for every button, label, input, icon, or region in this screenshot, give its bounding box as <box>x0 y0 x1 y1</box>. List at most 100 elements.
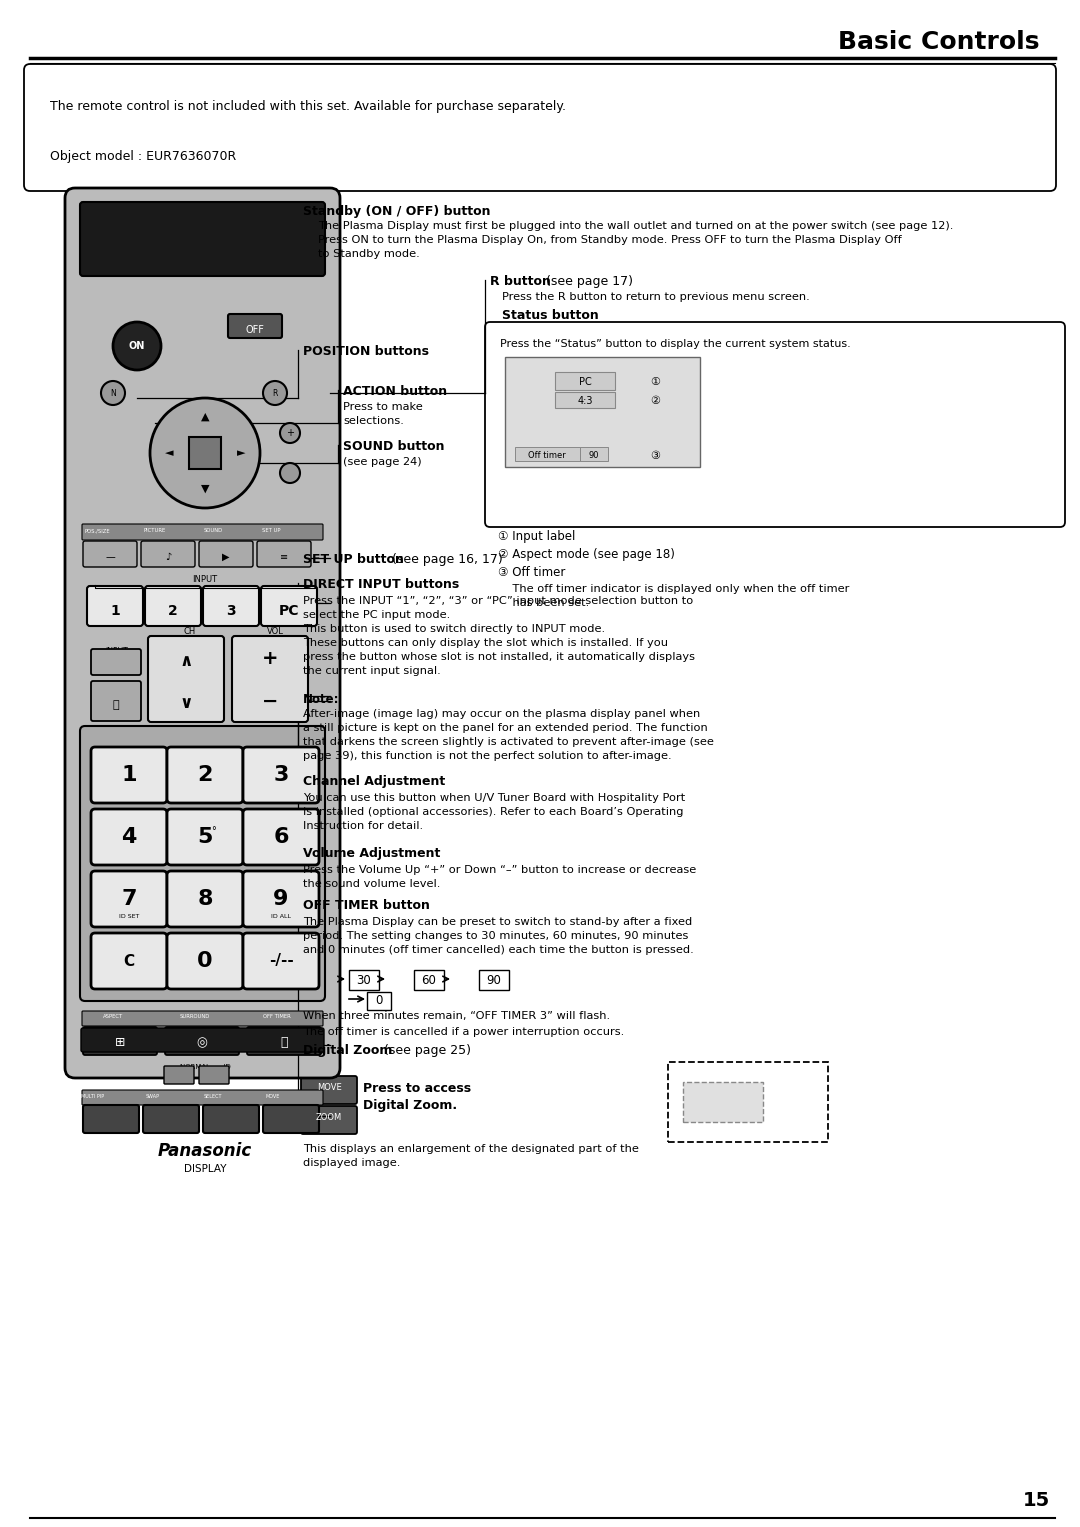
Text: This displays an enlargement of the designated part of the
displayed image.: This displays an enlargement of the desi… <box>303 1144 639 1168</box>
FancyBboxPatch shape <box>515 447 580 461</box>
FancyBboxPatch shape <box>91 681 141 721</box>
Text: The off timer indicator is displayed only when the off timer
    has been set.: The off timer indicator is displayed onl… <box>498 583 849 608</box>
FancyBboxPatch shape <box>669 1061 828 1142</box>
Text: POSITION buttons: POSITION buttons <box>303 345 429 357</box>
FancyBboxPatch shape <box>580 447 608 461</box>
Text: 2: 2 <box>198 765 213 785</box>
FancyBboxPatch shape <box>349 970 379 989</box>
Text: Press to access: Press to access <box>363 1083 471 1095</box>
Text: 90: 90 <box>487 974 501 986</box>
Text: +: + <box>261 649 279 669</box>
Text: ZOOM: ZOOM <box>276 1110 293 1116</box>
Text: Press the Volume Up “+” or Down “–” button to increase or decrease
the sound vol: Press the Volume Up “+” or Down “–” butt… <box>303 864 697 889</box>
Text: Press the R button to return to previous menu screen.: Press the R button to return to previous… <box>502 292 810 302</box>
Text: MOVE: MOVE <box>316 1084 341 1092</box>
Circle shape <box>264 382 287 405</box>
FancyBboxPatch shape <box>243 747 319 803</box>
Text: Note:: Note: <box>303 693 339 705</box>
Text: The off timer is cancelled if a power interruption occurs.: The off timer is cancelled if a power in… <box>303 1028 624 1037</box>
Text: SWAP: SWAP <box>146 1095 160 1099</box>
Text: OFF: OFF <box>245 325 265 334</box>
Text: ⏻: ⏻ <box>280 1037 287 1049</box>
Text: (see page 25): (see page 25) <box>380 1044 471 1057</box>
FancyBboxPatch shape <box>91 809 167 864</box>
FancyBboxPatch shape <box>143 1106 199 1133</box>
FancyBboxPatch shape <box>141 541 195 567</box>
Text: Digital Zoom.: Digital Zoom. <box>363 1099 457 1112</box>
Text: SET UP button: SET UP button <box>303 553 404 567</box>
Text: Panasonic: Panasonic <box>158 1142 252 1161</box>
Text: ②: ② <box>650 395 660 406</box>
FancyBboxPatch shape <box>87 586 143 626</box>
Text: ∨: ∨ <box>179 693 192 712</box>
Text: N: N <box>110 388 116 397</box>
Text: PC: PC <box>579 377 592 386</box>
Text: SURROUND: SURROUND <box>180 1014 211 1020</box>
Text: PC: PC <box>279 605 299 618</box>
FancyBboxPatch shape <box>261 586 318 626</box>
Text: ♪: ♪ <box>165 551 171 562</box>
Text: Object model : EUR7636070R: Object model : EUR7636070R <box>50 150 237 163</box>
Text: POS./SIZE: POS./SIZE <box>84 528 110 533</box>
Text: The Plasma Display can be preset to switch to stand-by after a fixed
period. The: The Plasma Display can be preset to swit… <box>303 918 693 954</box>
Text: 60: 60 <box>421 974 436 986</box>
Text: ▼: ▼ <box>201 484 210 495</box>
Text: Basic Controls: Basic Controls <box>838 31 1040 53</box>
FancyBboxPatch shape <box>243 933 319 989</box>
FancyBboxPatch shape <box>91 747 167 803</box>
Text: 🔇: 🔇 <box>112 699 119 710</box>
Text: DISPLAY: DISPLAY <box>184 1164 226 1174</box>
Text: Status button: Status button <box>502 308 598 322</box>
FancyBboxPatch shape <box>243 809 319 864</box>
FancyBboxPatch shape <box>257 541 311 567</box>
Text: 8: 8 <box>198 889 213 909</box>
FancyBboxPatch shape <box>228 315 282 337</box>
Text: Press the “Status” button to display the current system status.: Press the “Status” button to display the… <box>500 339 851 350</box>
Text: After-image (image lag) may occur on the plasma display panel when
a still pictu: After-image (image lag) may occur on the… <box>303 709 714 760</box>
Text: +: + <box>286 428 294 438</box>
FancyBboxPatch shape <box>301 1077 357 1104</box>
Text: MULTI PIP: MULTI PIP <box>81 1095 105 1099</box>
FancyBboxPatch shape <box>199 1066 229 1084</box>
Text: 1: 1 <box>110 605 120 618</box>
FancyBboxPatch shape <box>65 188 340 1078</box>
Text: ACTION button: ACTION button <box>343 385 447 399</box>
Text: Press to make
selections.: Press to make selections. <box>343 402 422 426</box>
Text: SOUND button: SOUND button <box>343 440 445 454</box>
Text: 5: 5 <box>198 828 213 847</box>
Text: ID ALL: ID ALL <box>271 915 291 919</box>
Text: —: — <box>105 551 114 562</box>
FancyBboxPatch shape <box>167 870 243 927</box>
Text: PICTURE: PICTURE <box>144 528 166 533</box>
Text: (see page 17): (see page 17) <box>542 275 633 289</box>
Text: Standby (ON / OFF) button: Standby (ON / OFF) button <box>303 205 490 218</box>
Text: 3: 3 <box>273 765 288 785</box>
Text: Channel Adjustment: Channel Adjustment <box>303 776 445 788</box>
Text: Digital Zoom: Digital Zoom <box>303 1044 392 1057</box>
Text: 0: 0 <box>198 951 213 971</box>
Text: 0: 0 <box>376 994 382 1006</box>
Text: CH: CH <box>184 626 197 635</box>
Text: ③: ③ <box>650 450 660 461</box>
FancyBboxPatch shape <box>82 524 323 541</box>
Text: ◎: ◎ <box>197 1037 207 1049</box>
Text: 9: 9 <box>273 889 288 909</box>
FancyBboxPatch shape <box>167 747 243 803</box>
FancyBboxPatch shape <box>145 586 201 626</box>
Text: R: R <box>272 388 278 397</box>
FancyBboxPatch shape <box>480 970 509 989</box>
FancyBboxPatch shape <box>555 373 615 389</box>
Text: MOVE: MOVE <box>266 1095 280 1099</box>
Text: Volume Adjustment: Volume Adjustment <box>303 847 441 860</box>
FancyBboxPatch shape <box>243 870 319 927</box>
Text: ①: ① <box>650 377 660 386</box>
Text: ∧: ∧ <box>179 652 192 670</box>
Text: SOUND: SOUND <box>203 528 222 533</box>
FancyBboxPatch shape <box>82 1090 323 1106</box>
Text: 6: 6 <box>273 828 288 847</box>
FancyBboxPatch shape <box>232 637 308 722</box>
Text: ▶: ▶ <box>222 551 230 562</box>
Text: ON: ON <box>129 341 145 351</box>
FancyBboxPatch shape <box>91 933 167 989</box>
Text: 90: 90 <box>589 450 599 460</box>
